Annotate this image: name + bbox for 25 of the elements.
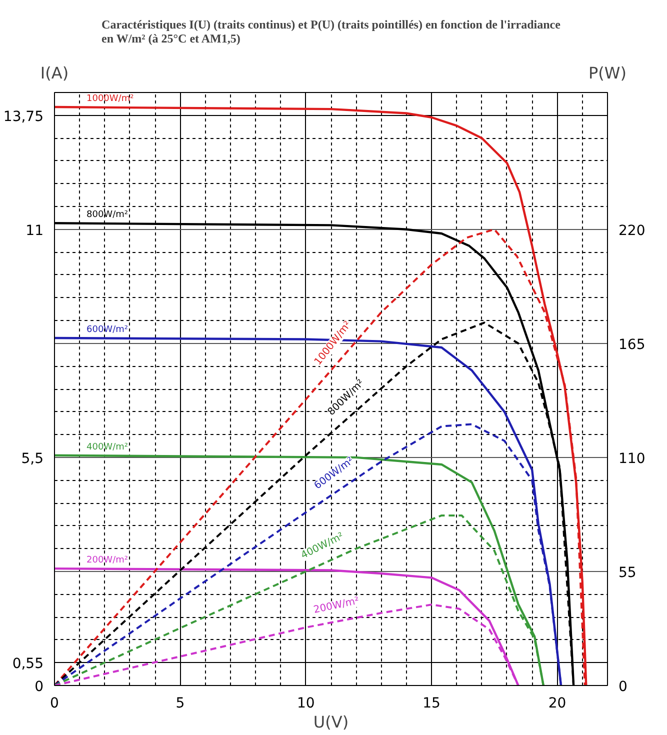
- y-tick-label: 0,55: [12, 656, 44, 672]
- y2-tick-label: 110: [618, 450, 646, 467]
- y2-axis-title: P(W): [588, 64, 626, 82]
- x-tick-label: 5: [176, 696, 185, 712]
- text: 200W/m²: [312, 596, 360, 616]
- y-tick-label: 5,5: [21, 450, 44, 467]
- series-label: 200W/m²: [86, 556, 128, 566]
- x-tick-label: 0: [50, 696, 59, 712]
- y-tick-label: 11: [26, 222, 44, 239]
- x-tick-label: 20: [548, 696, 566, 712]
- y-tick-label: 0: [34, 679, 44, 695]
- series-label: 600W/m²: [86, 324, 128, 335]
- y2-tick-label: 165: [618, 336, 646, 353]
- series-label: 1000W/m²: [86, 94, 134, 104]
- y2-tick-label: 0: [618, 679, 628, 695]
- x-tick-label: 10: [296, 696, 315, 712]
- chart-title: Caractéristiques I(U) (traits continus) et P(U) (traits pointillés) en fonction de l'irradiance en W/m² (à 25°C et AM1,5): [102, 18, 562, 46]
- series-label: 400W/m²: [86, 442, 128, 452]
- series-label: 800W/m²: [86, 210, 128, 220]
- x-tick-label: 15: [422, 696, 440, 712]
- y2-tick-label: 220: [618, 222, 646, 239]
- y-tick-label: 13,75: [3, 108, 44, 125]
- y2-tick-label: 55: [618, 564, 636, 581]
- y-axis-title: I(A): [40, 64, 69, 82]
- x-axis-title: U(V): [313, 712, 349, 732]
